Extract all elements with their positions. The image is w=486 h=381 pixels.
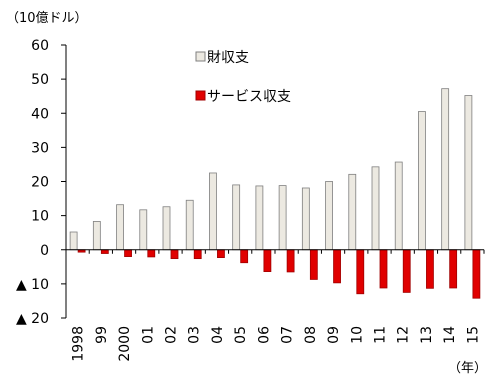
x-tick-label: 2000 [117, 326, 133, 362]
bar-goods-balance [139, 209, 148, 251]
bar-goods-balance [116, 204, 124, 251]
y-tick-label: 50 [31, 72, 49, 88]
x-tick-label: 1998 [71, 326, 87, 362]
x-tick-label: 09 [326, 326, 342, 344]
legend-swatch [195, 90, 206, 101]
bar-services-balance [402, 249, 411, 293]
bar-goods-balance [348, 173, 357, 251]
x-tick-label: 06 [256, 326, 272, 344]
bar-goods-balance [394, 161, 403, 251]
bar-services-balance [286, 249, 295, 273]
bar-services-balance [193, 249, 202, 260]
x-tick-label: 05 [233, 326, 249, 344]
x-tick-label: 13 [419, 326, 435, 344]
bar-goods-balance [255, 185, 264, 251]
x-unit-label: （年） [448, 361, 486, 376]
x-tick-label: 04 [210, 326, 226, 344]
x-tick-label: 99 [94, 326, 110, 344]
y-tick-label: 0 [40, 243, 49, 259]
x-tick-label: 07 [280, 326, 296, 344]
x-tick-label: 12 [396, 326, 412, 344]
bar-goods-balance [441, 88, 450, 251]
bar-services-balance [147, 249, 156, 258]
x-tick-label: 03 [187, 326, 203, 344]
x-tick-label: 02 [164, 326, 180, 344]
legend-swatch [195, 51, 206, 62]
bars [69, 88, 481, 299]
y-tick-label: ▲ 20 [16, 311, 49, 327]
y-tick-label: 40 [31, 106, 49, 122]
x-tick-label: 15 [465, 326, 481, 344]
bar-services-balance [263, 249, 272, 272]
bar-goods-balance [464, 95, 473, 251]
bar-services-balance [333, 249, 341, 284]
bar-goods-balance [209, 172, 217, 251]
x-axis: 1998 99 2000 01 02 03 04 05 06 07 08 09 10 11 12 13 14 15 [65, 249, 485, 362]
bar-goods-balance [371, 166, 380, 251]
bar-services-balance [356, 249, 365, 295]
y-tick-label: ▲ 10 [16, 277, 49, 293]
y-tick-label: 20 [31, 175, 49, 191]
y-tick-label: 60 [31, 38, 49, 54]
bar-services-balance [240, 249, 249, 264]
x-tick-label: 14 [442, 326, 458, 344]
y-tick-label: 10 [31, 209, 49, 225]
bar-goods-balance [278, 185, 287, 251]
bar-services-balance [449, 249, 458, 289]
bar-services-balance [309, 249, 318, 280]
y-unit-label: （10億ドル） [6, 10, 88, 26]
bar-services-balance [472, 249, 481, 299]
legend-label: サービス収支 [207, 89, 291, 105]
bar-services-balance [124, 249, 132, 257]
bar-goods-balance [162, 206, 171, 251]
bar-services-balance [170, 249, 179, 260]
x-tick-label: 01 [140, 326, 156, 344]
bar-goods-balance [185, 199, 194, 251]
x-tick-label: 11 [373, 326, 389, 344]
bar-services-balance [426, 249, 434, 289]
bar-goods-balance [69, 231, 78, 251]
bar-goods-balance [232, 184, 241, 251]
bar-services-balance [100, 249, 109, 254]
legend-label: 財収支 [207, 50, 249, 66]
x-tick-label: 08 [303, 326, 319, 344]
y-axis: 60 50 40 30 20 10 0 ▲ 10 ▲ 20 [16, 38, 67, 327]
bar-goods-balance [301, 187, 310, 251]
bar-services-balance [379, 249, 388, 289]
bar-goods-balance [325, 181, 333, 251]
x-tick-label: 10 [349, 326, 365, 344]
y-tick-label: 30 [31, 140, 49, 156]
bar-goods-balance [418, 111, 426, 251]
bar-goods-balance [92, 221, 101, 251]
bar-services-balance [217, 249, 225, 258]
